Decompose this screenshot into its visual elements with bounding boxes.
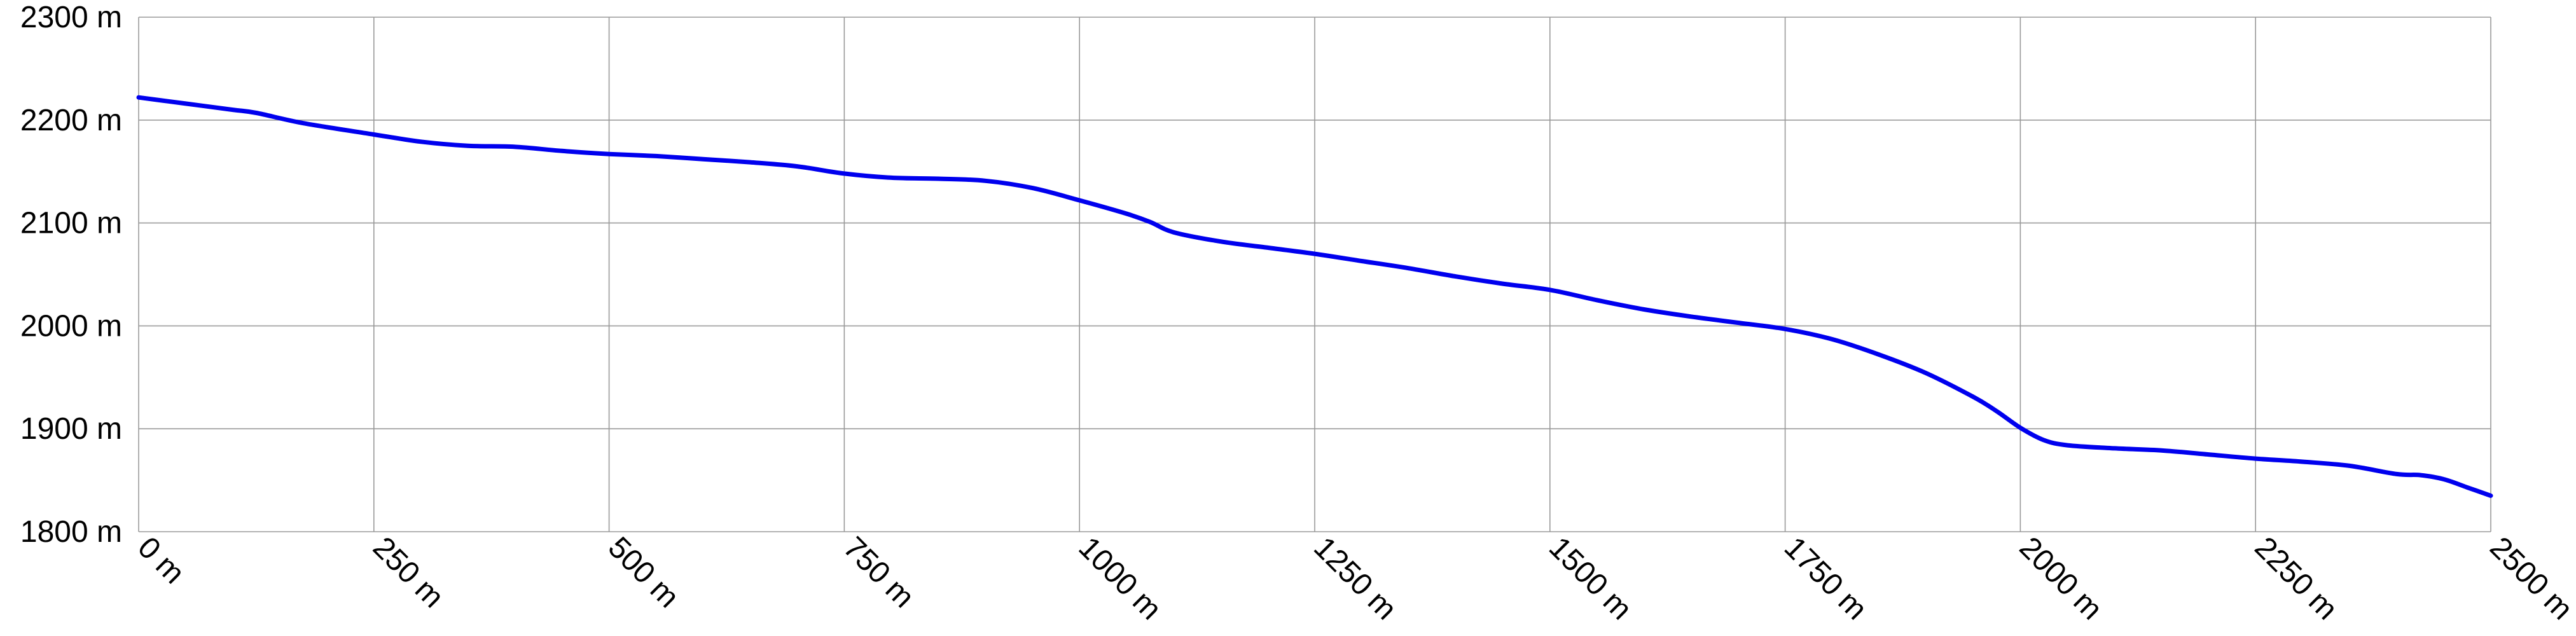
x-tick-label: 2250 m xyxy=(2248,530,2344,626)
x-tick-label: 1250 m xyxy=(1307,530,1403,626)
x-tick-label: 2500 m xyxy=(2483,530,2576,626)
x-tick-label: 1500 m xyxy=(1542,530,1638,626)
y-tick-label: 2000 m xyxy=(20,309,122,343)
series-layer xyxy=(136,95,2493,498)
x-tick-label: 2000 m xyxy=(2013,530,2109,626)
y-tick-label: 1800 m xyxy=(20,515,122,549)
y-tick-label: 2300 m xyxy=(20,1,122,34)
y-tick-label: 1900 m xyxy=(20,412,122,446)
x-tick-label: 1750 m xyxy=(1778,530,1874,626)
horizontal-gridlines xyxy=(139,17,2491,532)
x-tick-label: 0 m xyxy=(131,530,191,590)
y-axis-tick-labels: 1800 m 1900 m 2000 m 2100 m 2200 m 2300 m xyxy=(20,1,122,549)
x-tick-label: 1000 m xyxy=(1072,530,1168,626)
y-tick-label: 2200 m xyxy=(20,104,122,137)
x-tick-label: 250 m xyxy=(366,530,450,614)
y-tick-label: 2100 m xyxy=(20,207,122,240)
x-tick-label: 500 m xyxy=(602,530,686,614)
vertical-gridlines xyxy=(138,17,2491,532)
x-axis-tick-labels: 0 m 250 m 500 m 750 m 1000 m 1250 m 1500 m 1750… xyxy=(131,530,2576,626)
elevation-series-line-0 xyxy=(136,95,2493,498)
x-tick-label: 750 m xyxy=(837,530,921,614)
